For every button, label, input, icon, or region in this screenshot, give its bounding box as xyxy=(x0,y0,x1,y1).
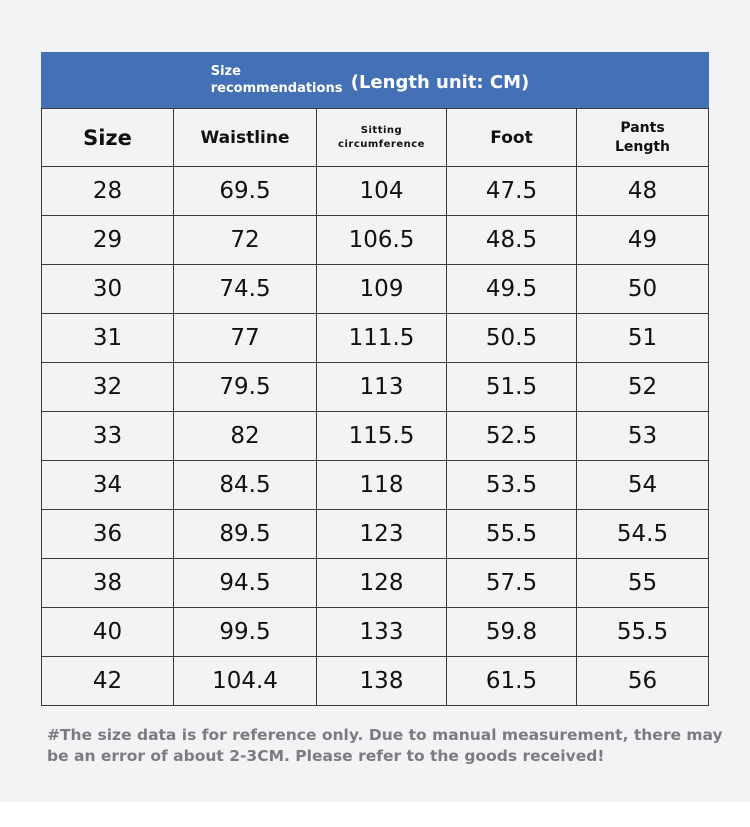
pants-line1: Pants xyxy=(620,119,665,136)
cell-foot: 53.5 xyxy=(446,460,577,510)
cell-pants-length: 52 xyxy=(576,362,709,412)
cell-foot: 59.8 xyxy=(446,607,577,657)
cell-pants-length: 51 xyxy=(576,313,709,363)
title-small-line1: Size xyxy=(210,64,241,79)
size-table: Size Waistline Sitting circumference Foo… xyxy=(41,108,709,706)
table-row: 31 77 111.5 50.5 51 xyxy=(41,313,709,363)
cell-waistline: 99.5 xyxy=(173,607,317,657)
cell-sitting: 106.5 xyxy=(316,215,447,265)
table-row: 36 89.5 123 55.5 54.5 xyxy=(41,509,709,559)
cell-waistline: 84.5 xyxy=(173,460,317,510)
cell-sitting: 104 xyxy=(316,166,447,216)
cell-pants-length: 53 xyxy=(576,411,709,461)
cell-foot: 55.5 xyxy=(446,509,577,559)
cell-size: 40 xyxy=(41,607,174,657)
cell-sitting: 118 xyxy=(316,460,447,510)
cell-sitting: 111.5 xyxy=(316,313,447,363)
cell-size: 33 xyxy=(41,411,174,461)
column-header-pants-length: Pants Length xyxy=(576,108,709,167)
cell-pants-length: 48 xyxy=(576,166,709,216)
cell-foot: 52.5 xyxy=(446,411,577,461)
cell-foot: 57.5 xyxy=(446,558,577,608)
cell-pants-length: 49 xyxy=(576,215,709,265)
column-header-waistline: Waistline xyxy=(173,108,317,167)
sitting-line2: circumference xyxy=(338,138,425,150)
table-row: 29 72 106.5 48.5 49 xyxy=(41,215,709,265)
cell-foot: 49.5 xyxy=(446,264,577,314)
cell-waistline: 74.5 xyxy=(173,264,317,314)
cell-size: 38 xyxy=(41,558,174,608)
cell-waistline: 89.5 xyxy=(173,509,317,559)
cell-foot: 61.5 xyxy=(446,656,577,706)
sitting-line1: Sitting xyxy=(360,124,403,136)
column-header-foot: Foot xyxy=(446,108,577,167)
title-small: Size recommendations xyxy=(211,63,349,97)
column-header-size: Size xyxy=(41,108,174,167)
table-row: 30 74.5 109 49.5 50 xyxy=(41,264,709,314)
cell-waistline: 82 xyxy=(173,411,317,461)
header-row: Size Waistline Sitting circumference Foo… xyxy=(41,108,709,167)
table-row: 34 84.5 118 53.5 54 xyxy=(41,460,709,510)
cell-foot: 48.5 xyxy=(446,215,577,265)
cell-pants-length: 55.5 xyxy=(576,607,709,657)
table-row: 42 104.4 138 61.5 56 xyxy=(41,656,709,706)
table-title: Size recommendations (Length unit: CM) xyxy=(211,63,530,97)
cell-pants-length: 50 xyxy=(576,264,709,314)
cell-waistline: 72 xyxy=(173,215,317,265)
cell-foot: 47.5 xyxy=(446,166,577,216)
cell-waistline: 79.5 xyxy=(173,362,317,412)
pants-line2: Length xyxy=(614,138,671,155)
cell-sitting: 133 xyxy=(316,607,447,657)
cell-size: 32 xyxy=(41,362,174,412)
cell-sitting: 138 xyxy=(316,656,447,706)
cell-pants-length: 54.5 xyxy=(576,509,709,559)
cell-size: 31 xyxy=(41,313,174,363)
cell-pants-length: 56 xyxy=(576,656,709,706)
table-title-bar: Size recommendations (Length unit: CM) xyxy=(41,52,709,108)
cell-foot: 51.5 xyxy=(446,362,577,412)
cell-size: 36 xyxy=(41,509,174,559)
table-row: 40 99.5 133 59.8 55.5 xyxy=(41,607,709,657)
table-row: 33 82 115.5 52.5 53 xyxy=(41,411,709,461)
cell-sitting: 128 xyxy=(316,558,447,608)
cell-sitting: 123 xyxy=(316,509,447,559)
reference-note: #The size data is for reference only. Du… xyxy=(47,726,723,765)
cell-size: 30 xyxy=(41,264,174,314)
table-row: 38 94.5 128 57.5 55 xyxy=(41,558,709,608)
cell-waistline: 104.4 xyxy=(173,656,317,706)
table-row: 28 69.5 104 47.5 48 xyxy=(41,166,709,216)
cell-sitting: 115.5 xyxy=(316,411,447,461)
cell-size: 28 xyxy=(41,166,174,216)
title-unit: (Length unit: CM) xyxy=(350,71,530,93)
cell-pants-length: 55 xyxy=(576,558,709,608)
column-header-sitting-circumference: Sitting circumference xyxy=(316,108,447,167)
cell-size: 34 xyxy=(41,460,174,510)
cell-size: 42 xyxy=(41,656,174,706)
cell-sitting: 113 xyxy=(316,362,447,412)
cell-pants-length: 54 xyxy=(576,460,709,510)
bottom-strip xyxy=(0,802,750,827)
cell-size: 29 xyxy=(41,215,174,265)
cell-waistline: 69.5 xyxy=(173,166,317,216)
title-small-line2: recommendations xyxy=(210,81,343,96)
cell-waistline: 94.5 xyxy=(173,558,317,608)
table-row: 32 79.5 113 51.5 52 xyxy=(41,362,709,412)
cell-sitting: 109 xyxy=(316,264,447,314)
cell-foot: 50.5 xyxy=(446,313,577,363)
cell-waistline: 77 xyxy=(173,313,317,363)
